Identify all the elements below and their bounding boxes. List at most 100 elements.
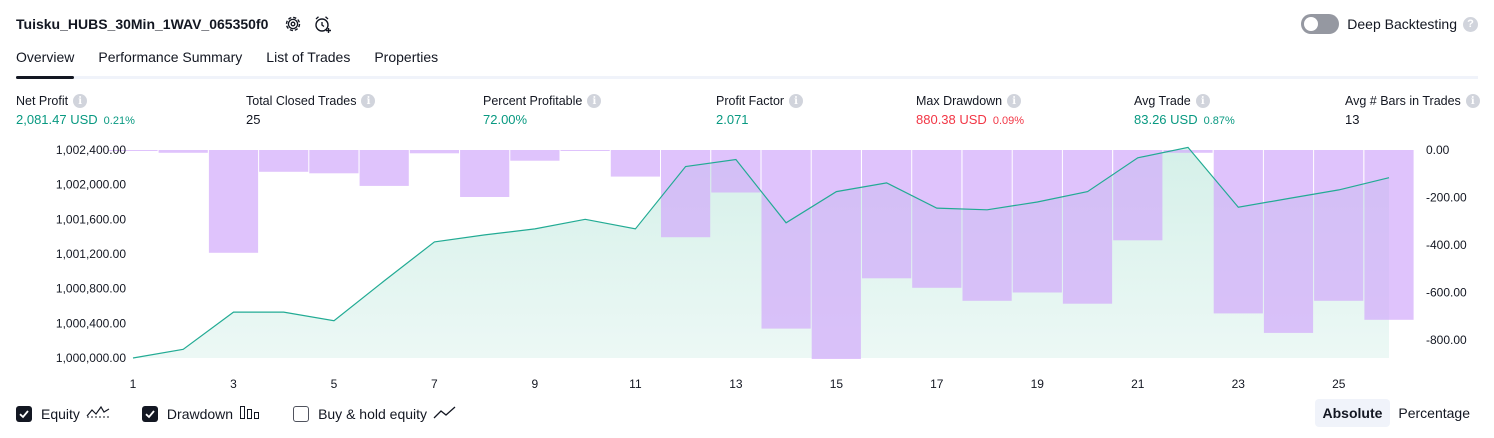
metric-label: Avg # Bars in Trades <box>1345 94 1461 108</box>
drawdown-bar <box>460 150 510 197</box>
drawdown-bar <box>912 150 962 288</box>
metric-avg-bars: Avg # Bars in Trades i 13 <box>1345 92 1480 127</box>
drawdown-bar <box>158 150 208 153</box>
x-tick-label: 5 <box>331 377 338 391</box>
display-mode-switch: Absolute Percentage <box>1314 399 1479 427</box>
drawdown-bar <box>510 150 560 161</box>
metric-net-profit: Net Profit i 2,081.47 USD 0.21% <box>16 92 135 127</box>
info-icon[interactable]: i <box>1465 94 1480 108</box>
drawdown-bar <box>761 150 811 329</box>
x-tick-label: 15 <box>830 377 844 391</box>
x-tick-label: 23 <box>1232 377 1246 391</box>
y-left-tick-label: 1,000,400.00 <box>56 316 126 330</box>
deep-backtesting-label: Deep Backtesting <box>1347 16 1457 32</box>
equity-area <box>133 147 1389 358</box>
alarm-clock-plus-icon[interactable] <box>312 13 334 35</box>
legend-label: Buy & hold equity <box>318 406 428 422</box>
x-tick-label: 11 <box>629 377 642 391</box>
toggle-knob <box>1304 17 1319 31</box>
help-icon[interactable]: ? <box>1463 16 1478 32</box>
drawdown-bar <box>1163 150 1213 153</box>
y-right-tick-label: -400.00 <box>1426 238 1467 252</box>
percentage-button[interactable]: Percentage <box>1398 405 1470 421</box>
drawdown-bar <box>862 150 912 279</box>
metric-label: Max Drawdown <box>916 94 1003 108</box>
equity-drawdown-chart[interactable]: 1,002,400.00 1,002,000.00 1,001,600.00 1,00… <box>0 138 1494 396</box>
x-tick-label: 13 <box>729 377 743 391</box>
x-tick-label: 25 <box>1332 377 1346 391</box>
x-tick-label: 7 <box>431 377 438 391</box>
deep-backtesting-toggle[interactable] <box>1301 14 1340 34</box>
info-icon[interactable]: i <box>73 94 88 108</box>
metric-label: Net Profit <box>16 94 69 108</box>
y-right-tick-label: -600.00 <box>1426 286 1467 300</box>
y-left-tick-label: 1,000,000.00 <box>56 351 126 365</box>
equity-line <box>132 146 1390 359</box>
drawdown-bar <box>259 150 309 172</box>
metric-percent: 0.09% <box>992 115 1025 127</box>
drawdown-bar <box>208 150 259 253</box>
y-right-tick-label: -200.00 <box>1426 191 1467 205</box>
metric-label: Profit Factor <box>716 94 785 108</box>
metric-percent: 0.21% <box>103 115 135 127</box>
info-icon[interactable]: i <box>361 94 376 108</box>
absolute-button[interactable]: Absolute <box>1314 399 1391 427</box>
drawdown-bar <box>811 150 861 359</box>
tab-properties[interactable]: Properties <box>374 49 439 65</box>
drawdown-bar <box>1213 150 1263 314</box>
tab-performance-summary[interactable]: Performance Summary <box>98 49 243 65</box>
drawdown-bar <box>661 150 711 238</box>
drawdown-checkbox[interactable] <box>141 406 158 422</box>
info-icon[interactable]: i <box>789 94 804 108</box>
x-tick-label: 9 <box>532 377 539 391</box>
y-left-tick-label: 1,002,000.00 <box>56 178 126 192</box>
drawdown-bar <box>610 150 660 177</box>
deep-backtesting: Deep Backtesting ? <box>1301 13 1478 35</box>
metric-label: Avg Trade <box>1134 94 1191 108</box>
metric-percent: 0.87% <box>1203 115 1235 127</box>
y-left-tick-label: 1,002,400.00 <box>56 143 126 157</box>
metric-percent-profitable: Percent Profitable i 72.00% <box>483 92 602 127</box>
x-tick-label: 19 <box>1031 377 1045 391</box>
drawdown-bar <box>1314 150 1364 301</box>
y-left-tick-label: 1,001,200.00 <box>56 247 126 261</box>
y-right-tick-label: -800.00 <box>1426 333 1467 347</box>
info-icon[interactable]: i <box>1195 94 1210 108</box>
x-tick-label: 21 <box>1131 377 1145 391</box>
legend-buy-hold[interactable]: Buy & hold equity <box>293 404 457 425</box>
drawdown-bar <box>309 150 359 174</box>
tab-overview[interactable]: Overview <box>16 44 75 79</box>
drawdown-bar <box>409 150 459 154</box>
drawdown-bar <box>560 150 610 151</box>
x-tick-label: 3 <box>230 377 237 391</box>
metric-label: Total Closed Trades <box>246 94 357 108</box>
metric-value: 2.071 <box>716 112 749 127</box>
legend-drawdown[interactable]: Drawdown <box>141 404 261 425</box>
tab-list-of-trades[interactable]: List of Trades <box>266 49 351 65</box>
drawdown-bars-icon <box>239 404 261 425</box>
title-row: Tuisku_HUBS_30Min_1WAV_065350f0 <box>16 12 342 36</box>
strategy-title: Tuisku_HUBS_30Min_1WAV_065350f0 <box>16 16 269 32</box>
buy-hold-line-icon <box>433 404 457 425</box>
drawdown-bar <box>962 150 1012 301</box>
equity-checkbox[interactable] <box>16 406 32 422</box>
info-icon[interactable]: i <box>587 94 602 108</box>
y-right-tick-label: 0.00 <box>1426 143 1450 157</box>
metric-value: 2,081.47 USD <box>16 112 98 127</box>
tab-bar: Overview Performance Summary List of Tra… <box>16 44 1478 79</box>
metric-profit-factor: Profit Factor i 2.071 <box>716 92 804 127</box>
metric-value: 25 <box>246 112 261 127</box>
equity-line-icon <box>86 404 110 425</box>
info-icon[interactable]: i <box>1007 94 1022 108</box>
buy-hold-checkbox[interactable] <box>293 406 310 422</box>
drawdown-bar <box>359 150 409 186</box>
y-left-tick-label: 1,001,600.00 <box>56 212 126 226</box>
drawdown-bar <box>1113 150 1163 241</box>
gear-icon[interactable] <box>282 13 304 35</box>
legend-equity[interactable]: Equity <box>16 404 110 425</box>
drawdown-bar <box>1263 150 1314 333</box>
x-tick-label: 1 <box>130 377 137 391</box>
drawdown-bar <box>108 150 158 151</box>
drawdown-bar <box>1364 150 1414 320</box>
metric-avg-trade: Avg Trade i 83.26 USD 0.87% <box>1134 92 1235 127</box>
